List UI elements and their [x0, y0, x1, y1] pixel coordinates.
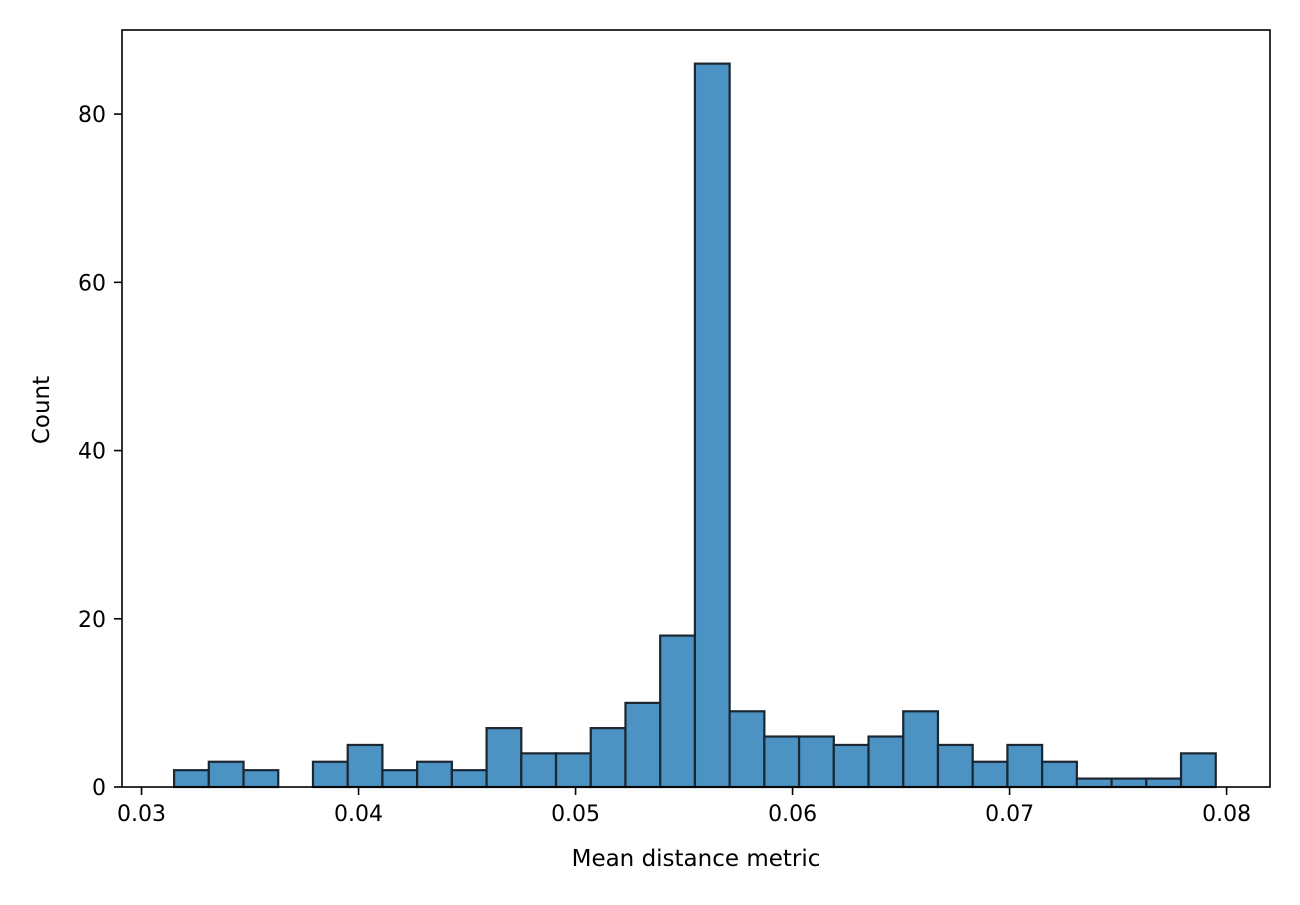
- histogram-bar: [867, 735, 905, 789]
- y-tick-label: 80: [78, 103, 106, 128]
- histogram-bar: [1041, 760, 1078, 789]
- histogram-bar: [659, 634, 697, 789]
- histogram-bar: [728, 710, 766, 789]
- histogram-bar: [1179, 752, 1217, 789]
- histogram-bar: [797, 735, 835, 789]
- histogram-bar: [589, 727, 627, 789]
- y-axis-ticks: 0 20 40 60 80: [78, 103, 122, 801]
- x-tick-label: 0.08: [1202, 802, 1251, 827]
- x-tick-label: 0.03: [117, 802, 166, 827]
- bars-group: [172, 62, 1217, 789]
- y-tick-label: 0: [92, 776, 106, 801]
- y-axis-label: Count: [29, 376, 55, 444]
- histogram-bar: [971, 760, 1009, 789]
- histogram-bar: [1006, 743, 1044, 789]
- x-tick-label: 0.05: [551, 802, 600, 827]
- x-axis-ticks: 0.03 0.04 0.05 0.06 0.07 0.08: [117, 787, 1251, 827]
- histogram-bar: [1075, 777, 1113, 789]
- histogram-bar: [485, 727, 523, 789]
- histogram-bar: [172, 769, 210, 789]
- x-tick-label: 0.04: [334, 802, 383, 827]
- histogram-bar: [520, 752, 558, 789]
- histogram-bar: [207, 760, 245, 789]
- histogram-bar: [1110, 777, 1148, 789]
- histogram-bar: [624, 701, 662, 789]
- histogram-bar: [693, 62, 731, 789]
- histogram-bar: [902, 710, 940, 789]
- x-axis-label: Mean distance metric: [572, 846, 821, 872]
- histogram-bar: [381, 769, 419, 789]
- histogram-bar: [242, 769, 280, 789]
- histogram-bar: [416, 760, 453, 789]
- x-tick-label: 0.07: [985, 802, 1034, 827]
- y-tick-label: 60: [78, 271, 106, 296]
- histogram-bar: [936, 743, 974, 789]
- x-tick-label: 0.06: [768, 802, 817, 827]
- histogram-bar: [554, 752, 592, 789]
- plot-frame: [121, 29, 1271, 788]
- histogram-bar: [832, 743, 870, 789]
- histogram-bar: [450, 769, 488, 789]
- y-tick-label: 40: [78, 440, 106, 465]
- y-tick-label: 20: [78, 608, 106, 633]
- histogram-bar: [346, 743, 384, 789]
- histogram-bar: [763, 735, 801, 789]
- histogram-bar: [311, 760, 349, 789]
- histogram-bar: [1145, 777, 1183, 789]
